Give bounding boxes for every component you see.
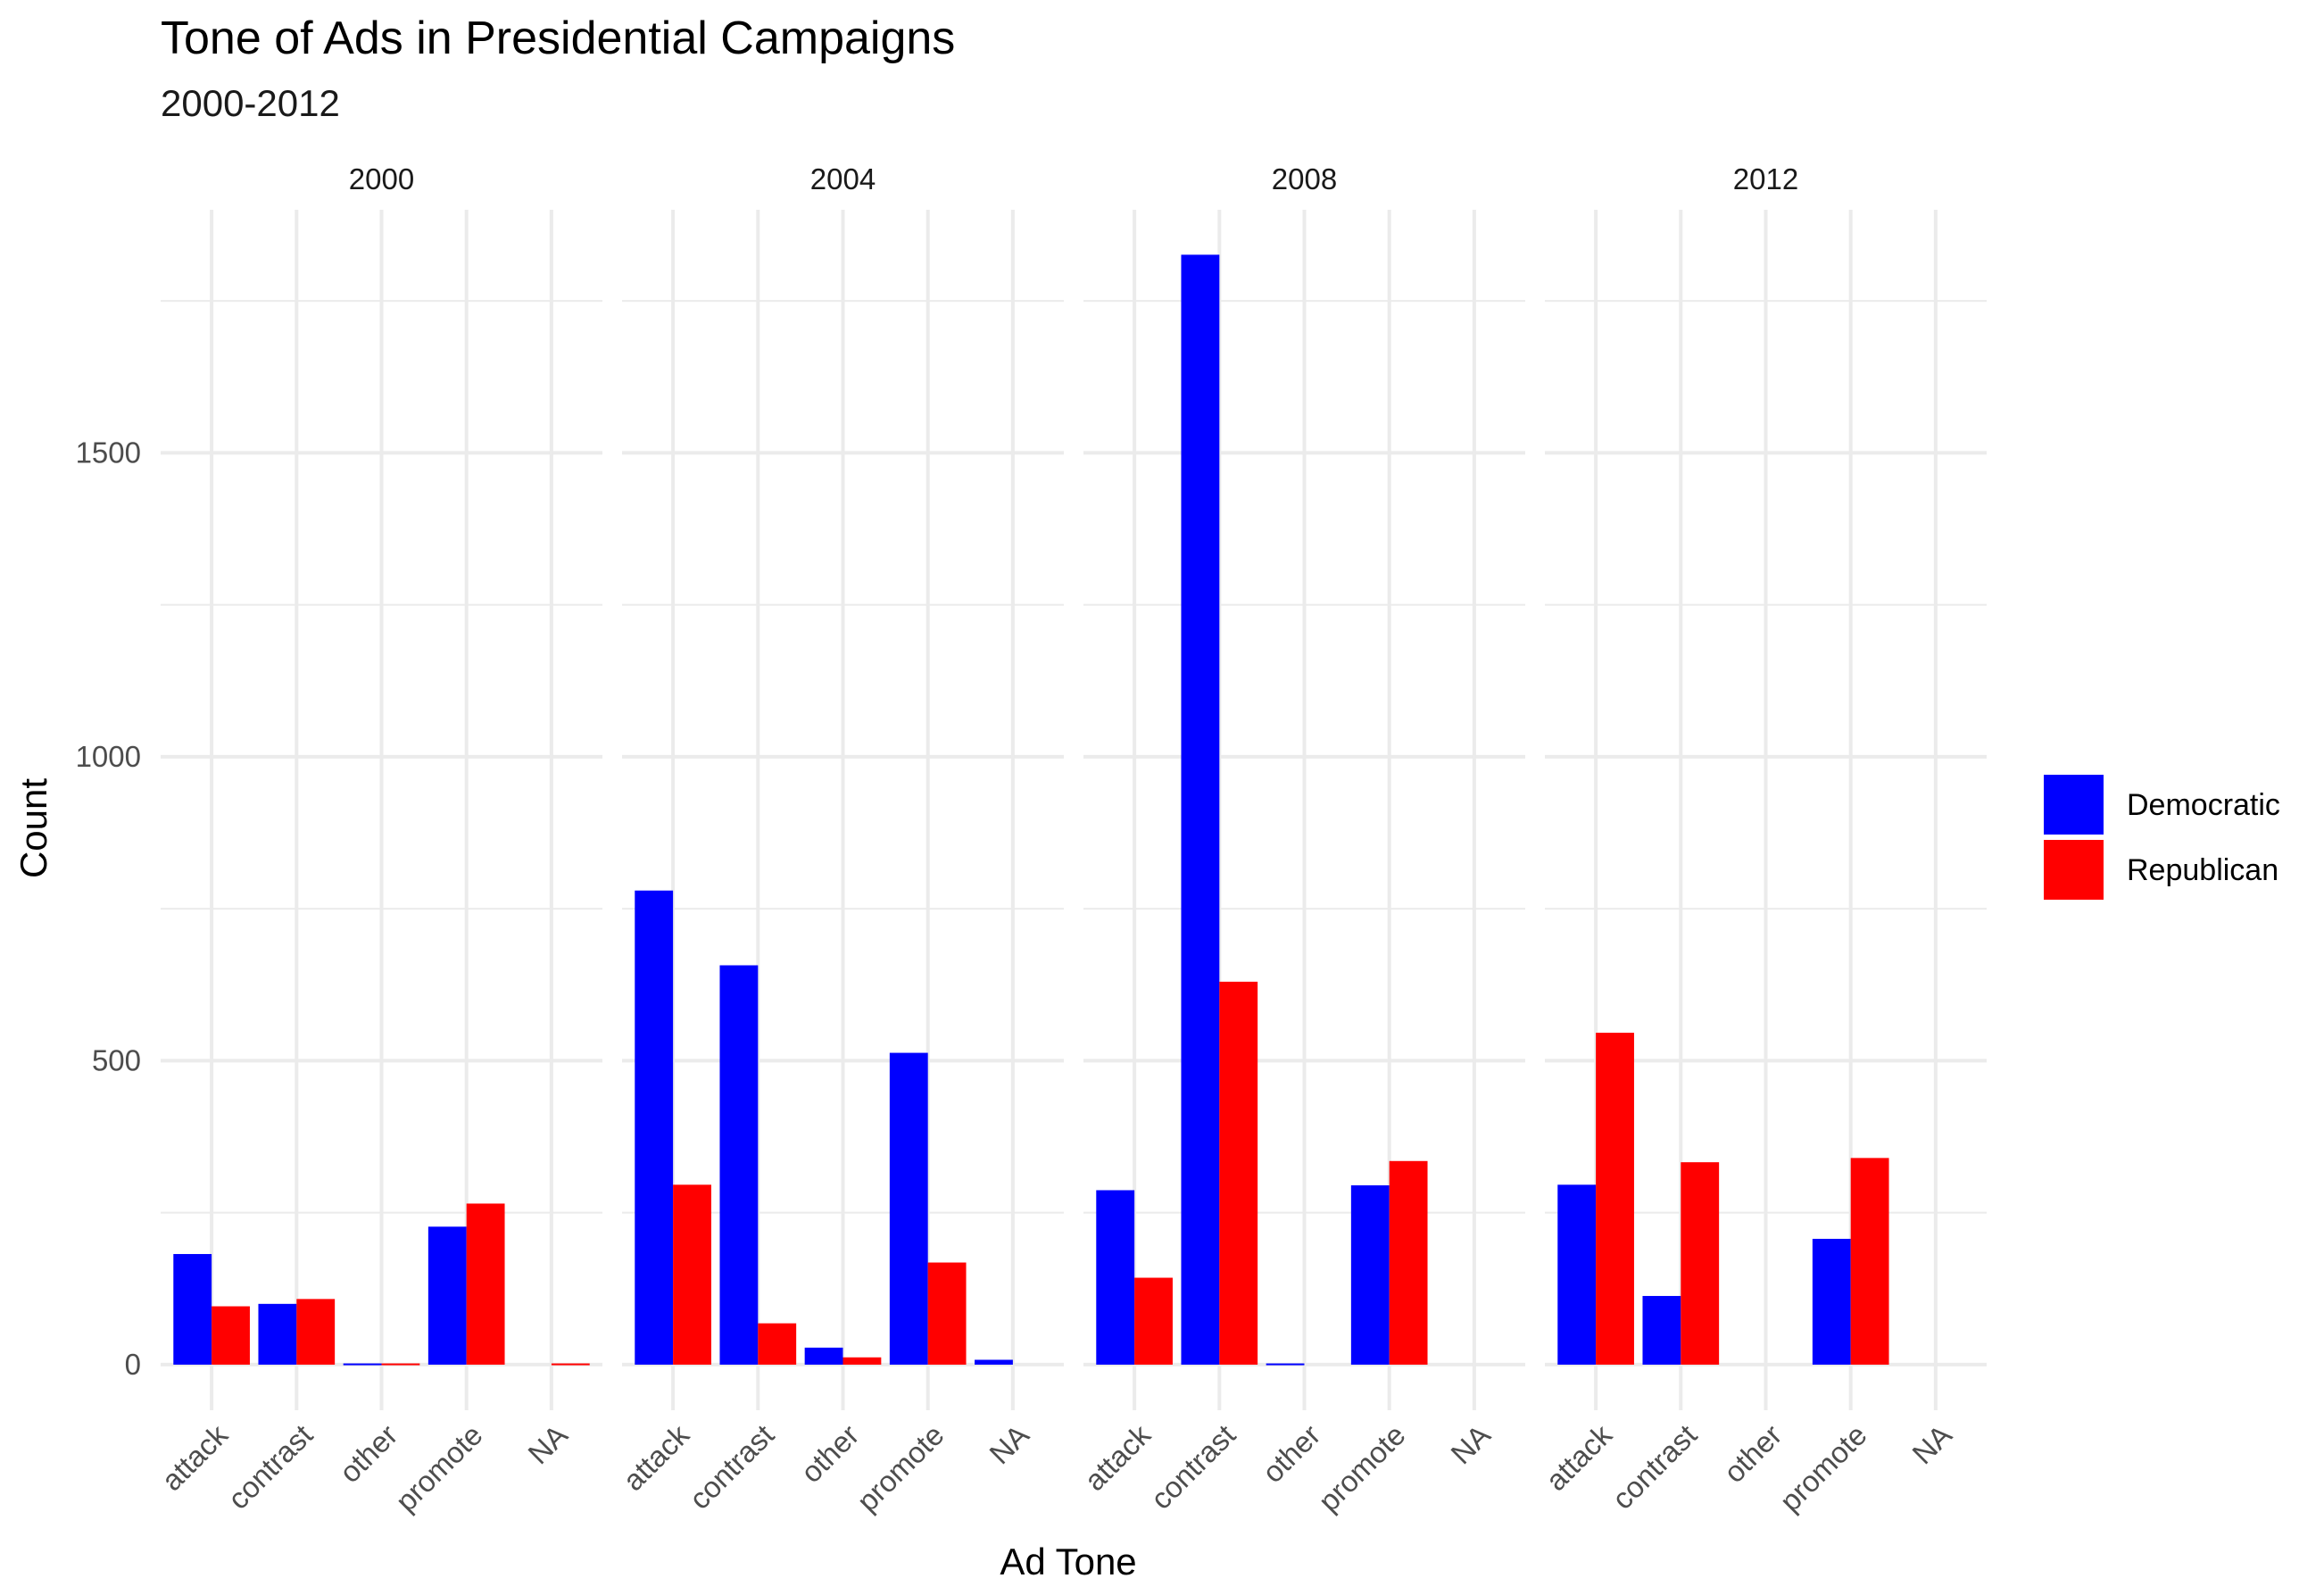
chart-title: Tone of Ads in Presidential Campaigns: [161, 12, 955, 64]
x-tick-label: contrast: [221, 1418, 319, 1516]
y-axis: 0 500 1000 1500: [76, 436, 141, 1381]
bar-democratic-2000-attack: [173, 1253, 212, 1365]
x-tick-label: NA: [1905, 1418, 1958, 1471]
bar-republican-2008-attack: [1134, 1277, 1173, 1365]
legend-item-democratic: Democratic: [2044, 775, 2280, 835]
x-tick-label: promote: [1312, 1418, 1412, 1518]
x-tick-label: other: [1717, 1418, 1788, 1489]
x-tick-label: NA: [1444, 1418, 1497, 1471]
bar-democratic-2008-attack: [1096, 1190, 1135, 1365]
bar-republican-2008-promote: [1389, 1160, 1428, 1365]
bar-democratic-2012-promote: [1812, 1238, 1851, 1365]
x-tick-label: attack: [155, 1417, 235, 1497]
bar-republican-2000-attack: [212, 1306, 250, 1365]
bar-republican-2008-contrast: [1219, 981, 1258, 1365]
x-tick-label: contrast: [1144, 1418, 1241, 1516]
bar-democratic-2008-other: [1266, 1363, 1305, 1366]
y-tick-label: 0: [125, 1348, 141, 1381]
legend-label: Democratic: [2127, 788, 2280, 822]
bar-republican-2004-other: [842, 1357, 882, 1365]
bar-republican-2000-promote: [466, 1203, 505, 1365]
y-tick-label: 1000: [76, 740, 141, 773]
x-tick-label: NA: [521, 1418, 574, 1471]
legend-item-republican: Republican: [2044, 840, 2278, 900]
x-tick-label: contrast: [1606, 1418, 1703, 1516]
bar-democratic-2000-other: [343, 1363, 382, 1366]
chart-subtitle: 2000-2012: [161, 82, 340, 124]
x-tick-label: NA: [983, 1418, 1035, 1471]
bar-democratic-2004-contrast: [719, 965, 759, 1365]
x-tick-label: attack: [1078, 1417, 1158, 1497]
bar-democratic-2004-other: [804, 1347, 843, 1365]
bar-republican-2004-attack: [673, 1184, 711, 1365]
bar-democratic-2012-contrast: [1642, 1295, 1681, 1365]
x-tick-label: other: [794, 1418, 865, 1489]
legend-swatch: [2044, 775, 2104, 835]
bar-democratic-2000-contrast: [258, 1303, 297, 1365]
bar-republican-2000-other: [381, 1363, 420, 1366]
x-tick-label: contrast: [683, 1418, 780, 1516]
bar-republican-2004-promote: [927, 1262, 967, 1365]
x-tick-label: other: [1256, 1418, 1326, 1489]
x-tick-label: promote: [389, 1418, 489, 1518]
bar-republican-2012-promote: [1850, 1158, 1889, 1365]
bar-democratic-2004-attack: [635, 890, 674, 1365]
bar-democratic-2000-promote: [427, 1226, 467, 1365]
y-tick-label: 1500: [76, 436, 141, 469]
legend-swatch: [2044, 840, 2104, 900]
x-tick-label: attack: [617, 1417, 696, 1497]
bar-democratic-2012-attack: [1557, 1184, 1597, 1365]
bar-republican-2000-na: [551, 1363, 590, 1366]
legend-label: Republican: [2127, 853, 2278, 887]
bar-republican-2000-contrast: [296, 1299, 336, 1365]
bar-democratic-2004-promote: [889, 1052, 928, 1365]
bar-democratic-2004-na: [975, 1359, 1013, 1365]
x-tick-label: promote: [851, 1418, 950, 1518]
x-tick-label: other: [333, 1418, 403, 1489]
facet-label: 2004: [810, 162, 876, 195]
y-axis-title: Count: [12, 778, 54, 878]
facet-label: 2012: [1733, 162, 1798, 195]
legend: Democratic Republican: [2044, 775, 2280, 900]
bar-democratic-2008-contrast: [1181, 254, 1220, 1365]
x-tick-label: promote: [1773, 1418, 1873, 1518]
bar-republican-2012-attack: [1596, 1033, 1634, 1365]
y-tick-label: 500: [92, 1043, 141, 1076]
facet-label: 2000: [349, 162, 414, 195]
bar-democratic-2008-promote: [1350, 1185, 1390, 1365]
x-axis-title: Ad Tone: [1000, 1541, 1136, 1583]
bar-republican-2004-contrast: [758, 1323, 797, 1365]
x-tick-label: attack: [1540, 1417, 1619, 1497]
facet-label: 2008: [1272, 162, 1337, 195]
bar-republican-2012-contrast: [1681, 1162, 1720, 1365]
